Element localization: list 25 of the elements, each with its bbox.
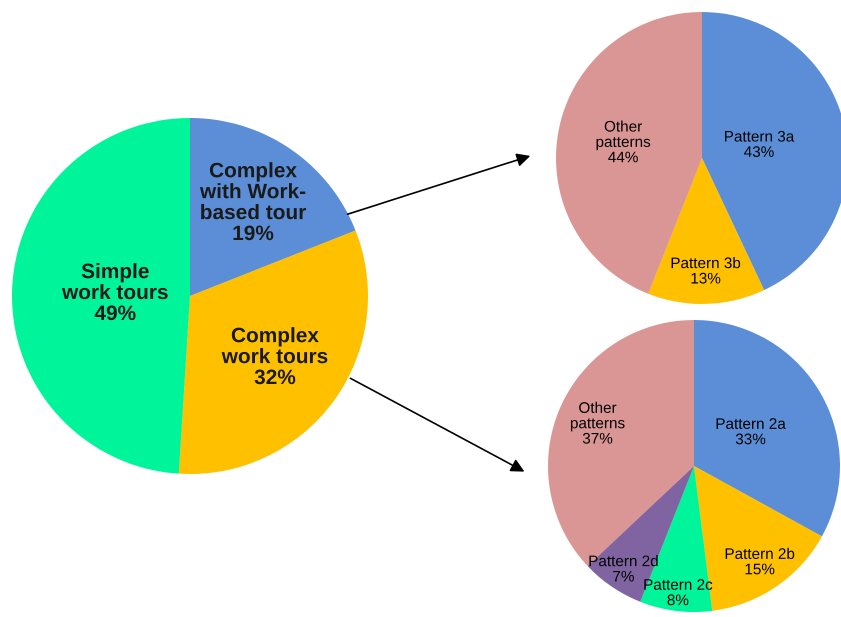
pie-slice <box>12 118 190 474</box>
data-label: 33% <box>736 434 766 444</box>
slice-label: Pattern 3b <box>672 257 740 268</box>
slice-label: Other patterns <box>596 120 650 150</box>
data-label: 43% <box>744 146 774 158</box>
data-label: 32% <box>254 370 296 384</box>
slice-label: Pattern 3a <box>725 130 794 142</box>
data-label: 44% <box>608 152 638 162</box>
pie-slice <box>548 320 694 566</box>
data-label: 37% <box>582 432 612 444</box>
slice-label: Complex work tours <box>222 327 328 364</box>
data-label: 13% <box>691 272 720 284</box>
slice-label: Other patterns <box>570 402 625 432</box>
data-label: 7% <box>613 570 634 582</box>
slice-label: Pattern 2b <box>726 548 794 560</box>
data-label: 19% <box>233 225 274 240</box>
slice-label: Pattern 2a <box>716 418 786 429</box>
data-label: 49% <box>94 305 136 320</box>
data-label: 8% <box>668 594 688 606</box>
pie-slice <box>694 320 840 536</box>
pie-slice <box>694 466 822 611</box>
slice-label: Simple work tours <box>62 263 168 300</box>
pie-slice <box>640 466 712 612</box>
data-label: 15% <box>746 564 774 574</box>
slice-label: Complex with Work- based tour <box>200 162 306 220</box>
